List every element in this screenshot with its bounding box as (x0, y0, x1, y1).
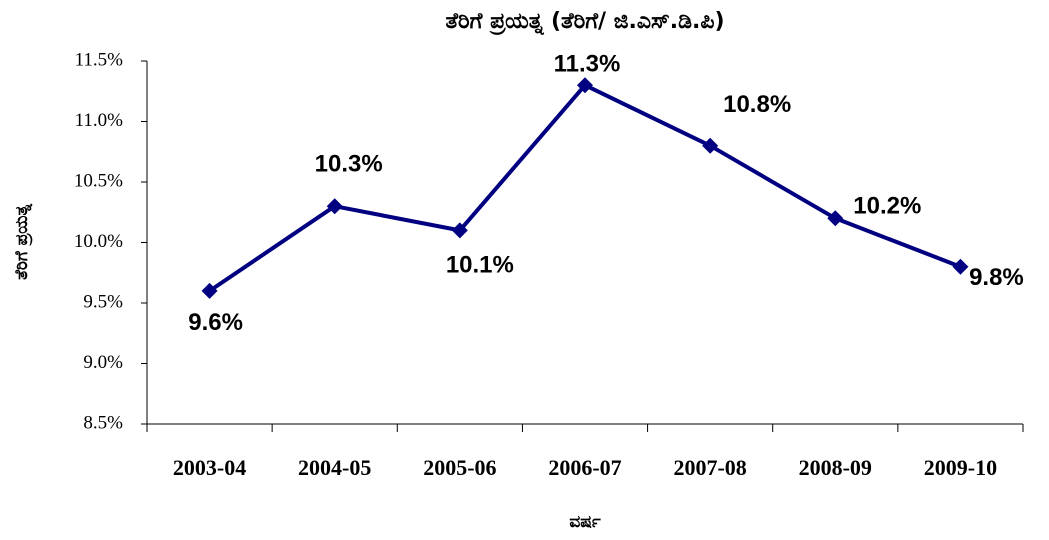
data-label: 11.3% (554, 51, 621, 78)
data-label: 10.1% (446, 252, 514, 279)
y-tick-label: 11.0% (75, 110, 124, 131)
data-label: 9.6% (188, 309, 243, 336)
point-marker (201, 282, 218, 299)
data-label: 10.2% (853, 193, 921, 220)
data-line (208, 83, 962, 293)
x-tick-label: 2004-05 (298, 455, 371, 480)
point-marker (326, 198, 343, 215)
y-tick-label: 9.0% (83, 352, 123, 373)
chart-title: ತೆರಿಗೆ ಪ್ರಯತ್ನ (ತೆರಿಗೆ/ ಜಿ.ಎಸ್.ಡಿ.ಪಿ) (445, 9, 724, 36)
x-tick-label: 2008-09 (799, 455, 872, 480)
y-tick-label: 8.5% (83, 412, 123, 433)
y-axis-label: ತೆರಿಗೆ ಪ್ರಯತ್ನ (12, 203, 33, 280)
point-marker (451, 222, 468, 239)
data-label: 10.3% (315, 151, 383, 178)
data-label: 9.8% (969, 264, 1024, 291)
data-label: 10.8% (723, 91, 791, 118)
y-tick-label: 10.5% (74, 170, 123, 191)
x-axis-label: ವರ್ಷ (569, 512, 600, 532)
y-tick-label: 9.5% (83, 291, 123, 312)
point-marker (702, 137, 719, 154)
x-tick-label: 2009-10 (924, 455, 997, 480)
point-marker (827, 210, 844, 227)
x-tick-label: 2003-04 (173, 455, 246, 480)
x-tick-label: 2006-07 (548, 455, 621, 480)
point-marker (577, 77, 593, 94)
y-tick-label: 10.0% (74, 231, 123, 252)
point-marker (952, 258, 969, 275)
x-tick-label: 2007-08 (673, 455, 746, 480)
y-tick-label: 11.5% (75, 49, 124, 70)
x-tick-label: 2005-06 (423, 455, 496, 480)
